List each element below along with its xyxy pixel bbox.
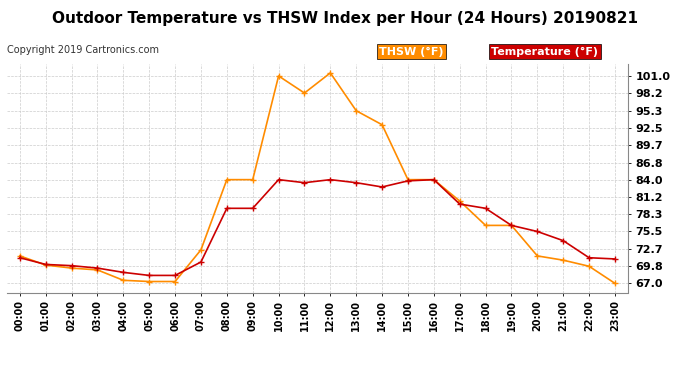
Text: Outdoor Temperature vs THSW Index per Hour (24 Hours) 20190821: Outdoor Temperature vs THSW Index per Ho… xyxy=(52,11,638,26)
Text: THSW (°F): THSW (°F) xyxy=(380,46,444,57)
Text: Copyright 2019 Cartronics.com: Copyright 2019 Cartronics.com xyxy=(7,45,159,55)
Text: Temperature (°F): Temperature (°F) xyxy=(491,46,598,57)
